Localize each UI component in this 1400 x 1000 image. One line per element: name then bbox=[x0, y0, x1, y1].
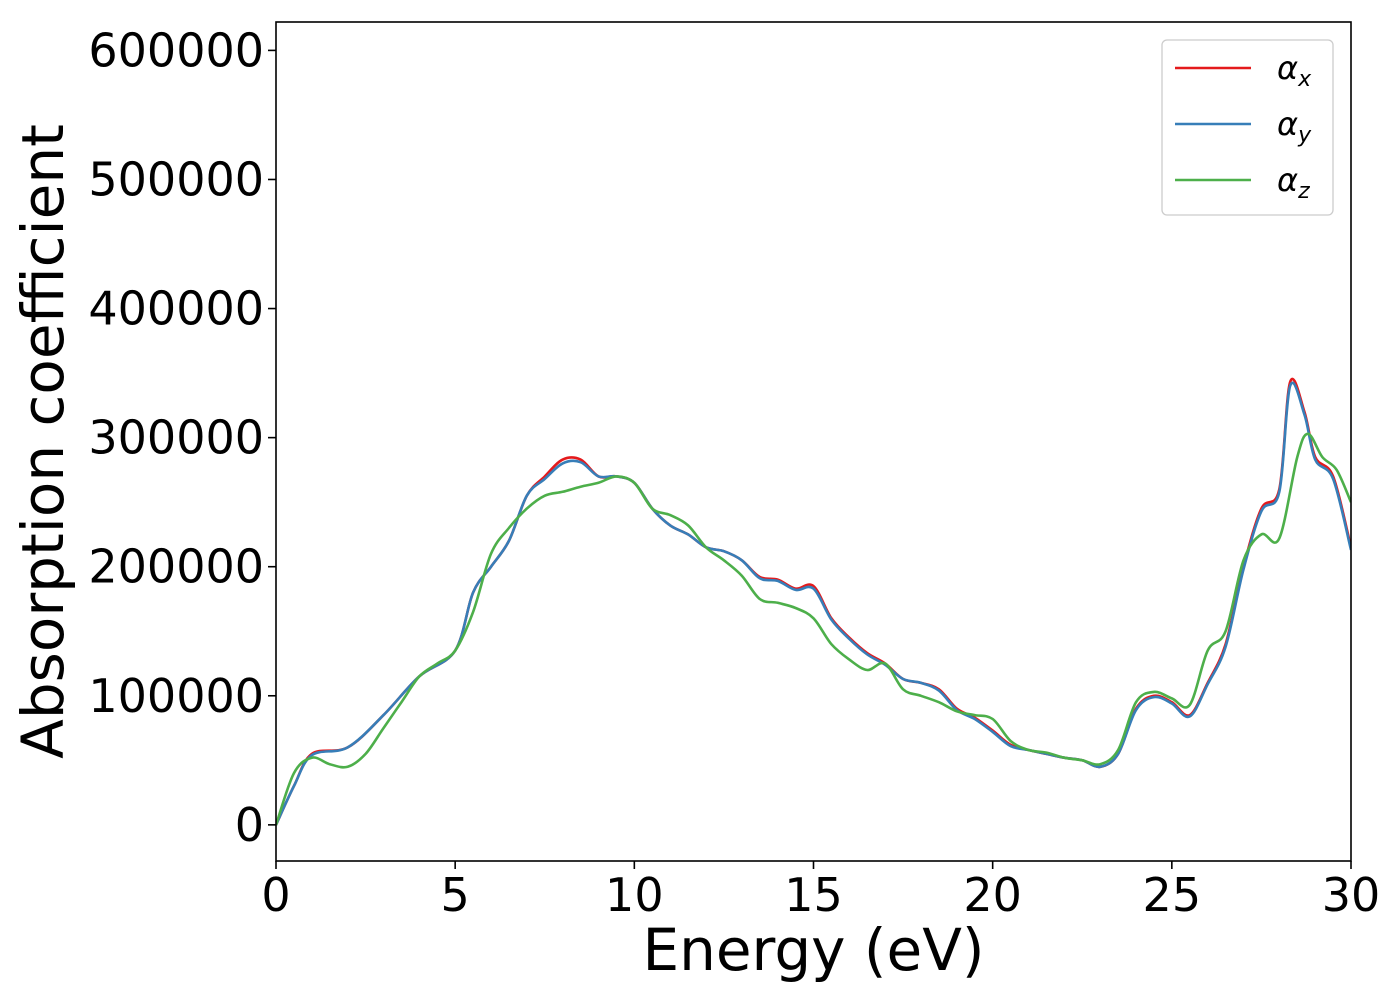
y-tick-label: 500000 bbox=[88, 152, 264, 206]
legend-label-z: αz bbox=[1277, 161, 1310, 204]
legend: αx αy αz bbox=[1161, 39, 1334, 216]
legend-label-x: αx bbox=[1277, 49, 1312, 92]
series-line-z bbox=[276, 432, 1351, 826]
y-axis-ticks: 0 100000 200000 300000 400000 500000 600000 bbox=[88, 23, 276, 852]
legend-label-y: αy bbox=[1277, 105, 1312, 148]
x-tick-label: 5 bbox=[441, 868, 470, 922]
x-tick-label: 30 bbox=[1322, 868, 1381, 922]
x-axis-title: Energy (eV) bbox=[642, 916, 984, 984]
y-tick-label: 200000 bbox=[88, 540, 264, 594]
x-tick-label: 15 bbox=[784, 868, 843, 922]
series-line-y bbox=[276, 381, 1351, 826]
series-layer bbox=[276, 377, 1351, 826]
y-tick-label: 0 bbox=[235, 798, 264, 852]
legend-box bbox=[1161, 39, 1334, 216]
series-line-x bbox=[276, 377, 1351, 826]
x-axis-ticks: 0 5 10 15 20 25 30 bbox=[261, 861, 1380, 922]
x-tick-label: 0 bbox=[261, 868, 290, 922]
x-tick-label: 20 bbox=[963, 868, 1022, 922]
y-axis-title: Absorption coefficient bbox=[9, 124, 77, 759]
y-tick-label: 400000 bbox=[88, 282, 264, 336]
y-tick-label: 600000 bbox=[88, 23, 264, 77]
x-tick-label: 25 bbox=[1143, 868, 1202, 922]
y-tick-label: 300000 bbox=[88, 411, 264, 465]
x-tick-label: 10 bbox=[605, 868, 664, 922]
y-tick-label: 100000 bbox=[88, 669, 264, 723]
